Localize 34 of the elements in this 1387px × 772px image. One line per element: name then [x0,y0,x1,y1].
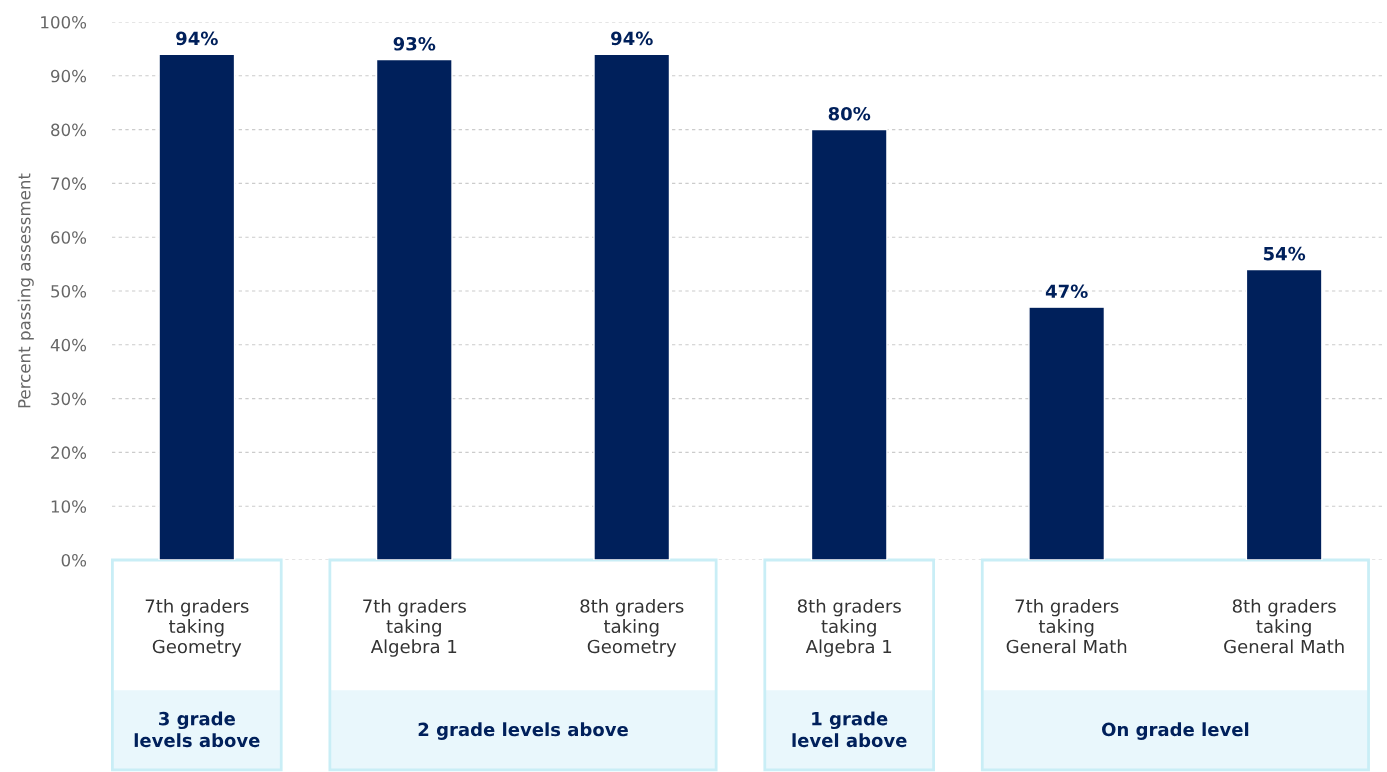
x-tick-label: 7th graders taking General Math [1006,598,1127,654]
y-tick-label: 40% [50,338,87,352]
y-tick-label: 70% [51,177,87,190]
text: 3 grade levels above [134,711,260,748]
x-tick-label: 8th graders taking General Math [1224,598,1344,654]
bar [593,53,671,560]
y-tick-label: 60% [51,231,87,244]
data-label: 94% [176,31,218,46]
bar [1245,268,1323,560]
x-tick-label: 8th graders taking Algebra 1 [797,598,901,657]
y-tick-label: 50% [51,284,87,298]
x-tick-label: 8th graders taking Geometry [580,598,684,657]
y-tick-label: 30% [51,392,87,406]
y-tick-label: 100% [41,15,87,29]
x-tick-label: 7th graders taking Geometry [145,598,249,657]
bar [158,53,236,560]
y-tick-label: 10% [51,500,87,513]
bar [1028,306,1106,560]
bar [375,58,453,560]
data-label: 93% [393,36,436,51]
text: 1 grade level above [792,711,907,748]
y-tick-label: 80% [51,123,87,137]
text: 2 grade levels above [418,722,628,740]
bar [810,128,888,560]
data-label: 94% [611,31,653,46]
x-tick-label: 7th graders taking Algebra 1 [363,598,466,657]
data-label: 54% [1263,246,1306,261]
data-label: 47% [1045,284,1088,299]
text: On grade level [1102,722,1249,740]
data-label: 80% [828,106,871,121]
y-axis-title: Percent passing assessment [17,173,34,408]
y-tick-label: 90% [51,69,87,83]
y-tick-label: 0% [61,553,87,567]
y-tick-label: 20% [51,446,87,459]
